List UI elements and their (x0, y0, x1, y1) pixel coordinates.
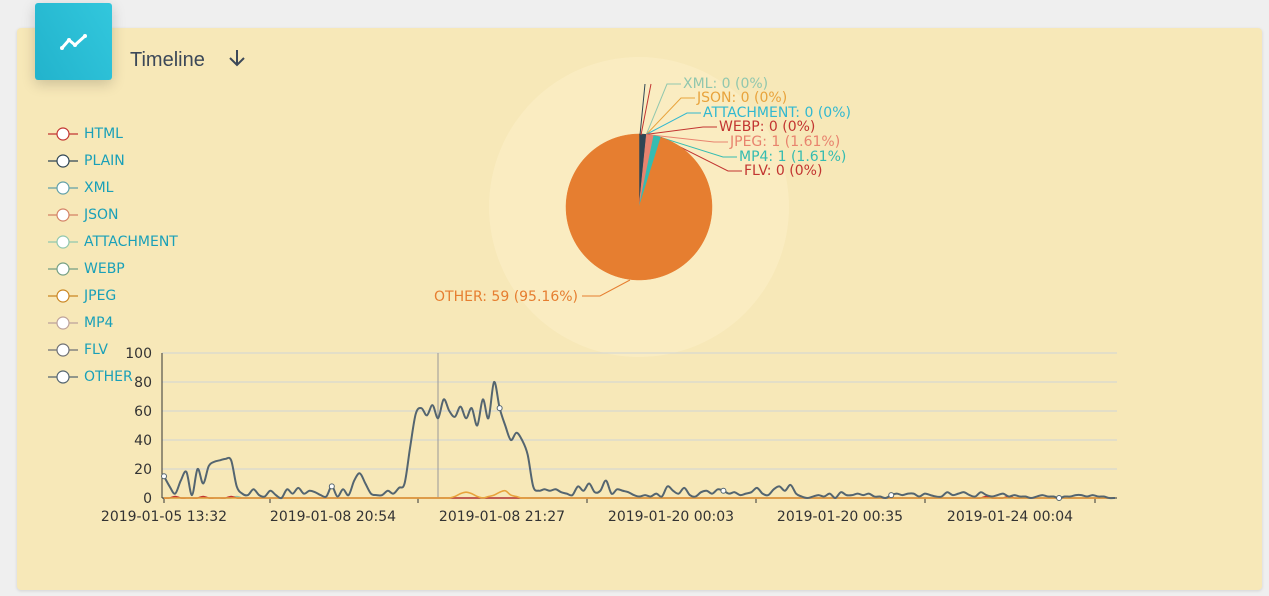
pie-label-json: JSON: 0 (0%) (696, 90, 787, 106)
pie-label-line (657, 135, 737, 158)
y-tick-label: 40 (134, 433, 152, 449)
legend-label: WEBP (84, 261, 125, 277)
pie-label-line (639, 83, 646, 136)
pie-label-other: OTHER: 59 (95.16%) (434, 289, 578, 305)
data-point (888, 492, 895, 499)
pie-label-line (646, 97, 695, 135)
pie-label-jpeg: JPEG: 1 (1.61%) (729, 134, 840, 150)
pie-label-line (649, 134, 728, 143)
legend-marker (48, 370, 78, 384)
legend-label: MP4 (84, 315, 114, 331)
pie-label-line (660, 136, 742, 172)
x-tick-label: 2019-01-24 00:04 (947, 509, 1073, 525)
data-point (720, 487, 727, 494)
data-point (161, 473, 167, 480)
pie-label-line (645, 83, 681, 135)
y-tick-label: 0 (143, 491, 152, 507)
legend-label: OTHER (84, 369, 133, 385)
legend-label: JSON (84, 207, 119, 223)
pie-label-mp4: MP4: 1 (1.61%) (739, 149, 846, 165)
legend-marker (48, 181, 78, 195)
legend-marker (48, 127, 78, 141)
pie-label-flv: FLV: 0 (0%) (744, 163, 822, 179)
series-line-jpeg (164, 489, 1115, 499)
y-tick-label: 20 (134, 462, 152, 478)
legend-label: ATTACHMENT (84, 234, 178, 250)
legend-label: PLAIN (84, 153, 125, 169)
pie-label-attachment: ATTACHMENT: 0 (0%) (703, 105, 851, 121)
x-tick-label: 2019-01-20 00:03 (608, 509, 734, 525)
card-title: Timeline (130, 49, 205, 71)
legend-label: JPEG (84, 288, 117, 304)
data-point (1056, 495, 1063, 501)
pie-label-webp: WEBP: 0 (0%) (719, 119, 815, 135)
pie-slice-other (565, 133, 713, 281)
trend-line-icon (59, 33, 87, 50)
legend-label: XML (84, 180, 114, 196)
arrow-down-icon[interactable] (226, 46, 248, 70)
pie-label-xml: XML: 0 (0%) (683, 76, 768, 92)
pie-label-line (646, 126, 717, 135)
pie-label-line (582, 279, 631, 297)
x-tick-label: 2019-01-08 21:27 (439, 509, 565, 525)
legend-marker (48, 262, 78, 276)
legend-marker (48, 343, 78, 357)
legend-marker (48, 154, 78, 168)
series-line-other (163, 380, 1116, 500)
y-tick-label: 100 (125, 346, 152, 362)
legend-label: FLV (84, 342, 108, 358)
legend-marker (48, 289, 78, 303)
y-tick-label: 60 (134, 404, 152, 420)
legend-marker (48, 316, 78, 330)
legend-label: HTML (84, 126, 123, 142)
legend-marker (48, 208, 78, 222)
legend-marker (48, 235, 78, 249)
data-point (496, 405, 503, 412)
card-header-icon-box (35, 3, 112, 80)
pie-label-line (640, 83, 652, 136)
x-tick-label: 2019-01-20 00:35 (777, 509, 903, 525)
y-tick-label: 80 (134, 375, 152, 391)
x-tick-label: 2019-01-05 13:32 (101, 509, 227, 525)
pie-label-line (646, 112, 701, 135)
data-point (328, 483, 335, 490)
x-tick-label: 2019-01-08 20:54 (270, 509, 396, 525)
